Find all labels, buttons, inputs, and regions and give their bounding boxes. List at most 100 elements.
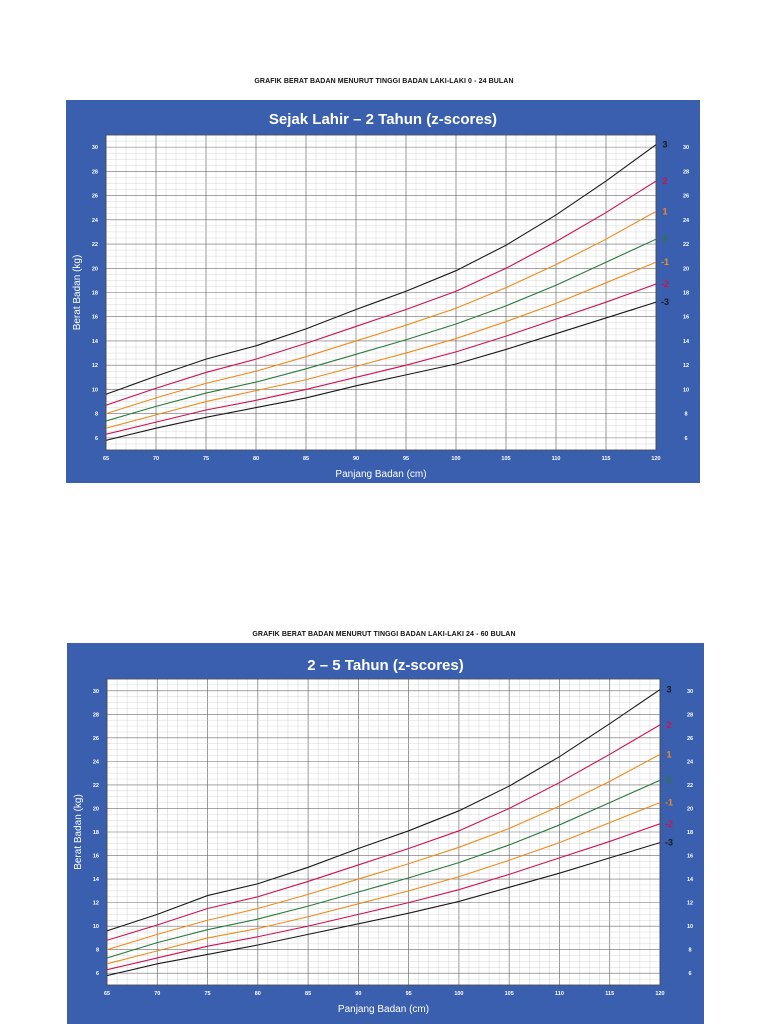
chart-title: 2 – 5 Tahun (z-scores) xyxy=(307,657,463,674)
y-tick-label-right: 30 xyxy=(683,145,689,151)
grid xyxy=(106,678,661,986)
x-tick-label: 80 xyxy=(255,991,261,997)
plot-border xyxy=(106,678,661,986)
y-tick-label-right: 18 xyxy=(687,830,693,836)
series-label-z2: 2 xyxy=(666,720,671,730)
x-tick-label: 90 xyxy=(353,456,359,462)
y-tick-label-right: 14 xyxy=(687,877,694,883)
x-tick-label: 65 xyxy=(104,991,110,997)
series-label-z1: 1 xyxy=(666,749,671,759)
y-tick-label-right: 18 xyxy=(683,291,689,297)
x-tick-label: 110 xyxy=(555,991,564,997)
y-tick-label-left: 12 xyxy=(92,363,98,369)
y-tick-label-left: 26 xyxy=(93,736,99,742)
y-tick-label-right: 6 xyxy=(688,971,691,977)
y-tick-label-left: 6 xyxy=(95,436,98,442)
x-tick-label: 95 xyxy=(403,456,409,462)
x-tick-label: 85 xyxy=(303,456,309,462)
series-line-z3 xyxy=(107,689,660,932)
series-line-z1 xyxy=(107,753,660,951)
y-tick-label-left: 14 xyxy=(93,877,100,883)
growth-chart-0-24-months: Sejak Lahir – 2 Tahun (z-scores) 6 6 8 8 10 10… xyxy=(66,100,700,483)
y-tick-label-right: 26 xyxy=(683,194,689,200)
y-tick-label-right: 16 xyxy=(687,854,693,860)
y-tick-label-right: 24 xyxy=(687,759,694,765)
series-label-z2: 2 xyxy=(662,176,667,186)
y-tick-label-left: 10 xyxy=(92,387,98,393)
chart-title: Sejak Lahir – 2 Tahun (z-scores) xyxy=(269,111,497,128)
y-tick-label-right: 8 xyxy=(688,948,691,954)
x-tick-label: 115 xyxy=(602,456,611,462)
series-line-zminus2 xyxy=(107,823,660,971)
y-tick-label-right: 26 xyxy=(687,736,693,742)
series-line-z1 xyxy=(106,210,656,415)
y-tick-label-right: 16 xyxy=(683,315,689,321)
y-tick-label-left: 14 xyxy=(92,339,99,345)
y-tick-label-left: 10 xyxy=(93,924,99,930)
plot-border xyxy=(105,134,657,451)
y-axis-title: Berat Badan (kg) xyxy=(73,794,84,870)
y-tick-label-left: 30 xyxy=(92,145,98,151)
y-tick-label-right: 20 xyxy=(683,266,689,272)
series-label-zminus1: -1 xyxy=(665,798,673,808)
series-label-zminus3: -3 xyxy=(665,838,673,848)
x-tick-label: 70 xyxy=(154,991,160,997)
y-tick-label-left: 12 xyxy=(93,901,99,907)
y-tick-label-right: 22 xyxy=(687,783,693,789)
series-label-z0: 0 xyxy=(662,234,667,244)
series-line-z3 xyxy=(106,144,656,395)
y-tick-label-left: 24 xyxy=(93,759,100,765)
y-tick-label-right: 28 xyxy=(683,169,689,175)
y-tick-label-left: 18 xyxy=(92,291,98,297)
y-tick-label-right: 10 xyxy=(687,924,693,930)
y-tick-label-right: 24 xyxy=(683,218,690,224)
y-tick-label-left: 16 xyxy=(93,854,99,860)
y-tick-label-left: 20 xyxy=(92,266,98,272)
y-tick-label-left: 20 xyxy=(93,806,99,812)
series-line-zminus1 xyxy=(106,261,656,429)
series-label-z3: 3 xyxy=(666,685,671,695)
series-label-zminus2: -2 xyxy=(661,279,669,289)
series-label-z1: 1 xyxy=(662,206,667,216)
x-tick-label: 120 xyxy=(651,456,660,462)
series-label-z3: 3 xyxy=(662,140,667,150)
y-tick-label-right: 8 xyxy=(684,412,687,418)
x-tick-label: 90 xyxy=(355,991,361,997)
y-tick-label-left: 18 xyxy=(93,830,99,836)
y-tick-label-right: 28 xyxy=(687,712,693,718)
y-tick-label-left: 8 xyxy=(95,412,98,418)
y-tick-label-left: 30 xyxy=(93,689,99,695)
y-tick-label-left: 24 xyxy=(92,218,99,224)
x-axis-title: Panjang Badan (cm) xyxy=(335,469,426,480)
growth-chart-24-60-months: 2 – 5 Tahun (z-scores) 6 6 8 8 10 10 12 12 14 14 16… xyxy=(67,643,704,1024)
series-line-zminus1 xyxy=(107,802,660,965)
y-tick-label-left: 26 xyxy=(92,194,98,200)
y-tick-label-left: 22 xyxy=(92,242,98,248)
x-tick-label: 85 xyxy=(305,991,311,997)
x-tick-label: 75 xyxy=(203,456,209,462)
y-tick-label-right: 14 xyxy=(683,339,690,345)
x-tick-label: 100 xyxy=(451,456,460,462)
y-tick-label-left: 22 xyxy=(93,783,99,789)
y-tick-label-right: 12 xyxy=(687,901,693,907)
series-line-z2 xyxy=(106,180,656,406)
x-tick-label: 80 xyxy=(253,456,259,462)
x-tick-label: 70 xyxy=(153,456,159,462)
x-tick-label: 110 xyxy=(552,456,561,462)
y-tick-label-left: 8 xyxy=(96,948,99,954)
y-tick-label-left: 28 xyxy=(92,169,98,175)
y-tick-label-left: 28 xyxy=(93,712,99,718)
y-tick-label-right: 22 xyxy=(683,242,689,248)
y-tick-label-left: 16 xyxy=(92,315,98,321)
series-line-zminus3 xyxy=(106,301,656,441)
x-tick-label: 105 xyxy=(501,456,510,462)
series-line-z0 xyxy=(107,779,660,959)
chart-caption-top: GRAFIK BERAT BADAN MENURUT TINGGI BADAN … xyxy=(254,78,514,85)
chart-caption-bottom: GRAFIK BERAT BADAN MENURUT TINGGI BADAN … xyxy=(252,631,516,638)
series-line-z2 xyxy=(107,724,660,941)
x-tick-label: 120 xyxy=(655,991,664,997)
y-tick-label-right: 20 xyxy=(687,806,693,812)
series-label-zminus3: -3 xyxy=(661,297,669,307)
x-tick-label: 105 xyxy=(505,991,514,997)
